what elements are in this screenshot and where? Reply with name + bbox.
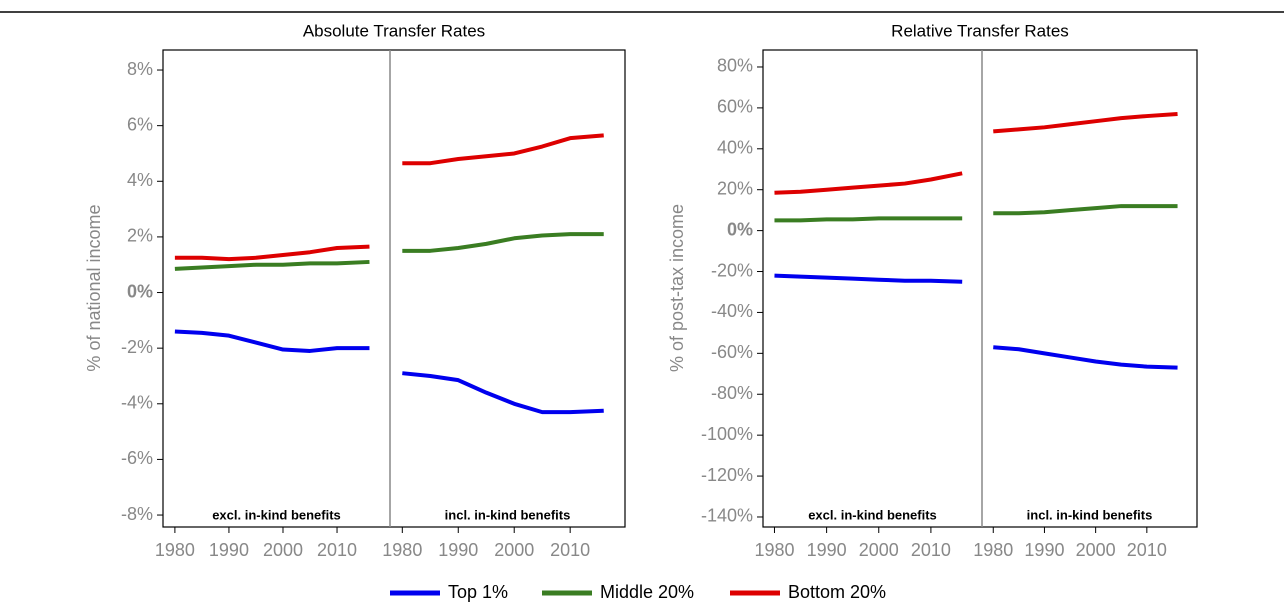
x-tick-label: 2010 — [550, 540, 590, 560]
x-tick-label: 2000 — [1076, 540, 1116, 560]
y-tick-label: 8% — [127, 59, 153, 79]
x-tick-label: 1980 — [973, 540, 1013, 560]
trend-line — [774, 273, 963, 284]
x-tick-label: 2010 — [1127, 540, 1167, 560]
trend-line — [774, 216, 963, 223]
x-tick-label: 1990 — [807, 540, 847, 560]
x-tick-label: 1990 — [1024, 540, 1064, 560]
y-tick-label: -60% — [711, 342, 753, 362]
x-tick-label: 2010 — [317, 540, 357, 560]
plot-frame — [162, 49, 626, 528]
panel-annotation: incl. in-kind benefits — [1027, 507, 1153, 522]
y-tick-label: -120% — [701, 465, 753, 485]
trend-line — [993, 345, 1178, 370]
panel-annotation: excl. in-kind benefits — [212, 507, 341, 522]
legend-label: Top 1% — [448, 582, 508, 602]
y-tick-label: -40% — [711, 301, 753, 321]
x-tick-label: 2000 — [494, 540, 534, 560]
y-tick-label: 80% — [717, 56, 753, 76]
y-tick-label: -100% — [701, 424, 753, 444]
y-tick-label: 20% — [717, 178, 753, 198]
y-axis-label: % of national income — [84, 204, 104, 371]
trend-line — [402, 371, 604, 415]
trend-line — [402, 232, 604, 253]
x-tick-label: 1980 — [382, 540, 422, 560]
x-tick-label: 1990 — [209, 540, 249, 560]
y-tick-label: 6% — [127, 114, 153, 134]
x-tick-label: 2000 — [859, 540, 899, 560]
y-tick-label: -80% — [711, 383, 753, 403]
trend-line — [174, 329, 370, 353]
x-tick-label: 1980 — [155, 540, 195, 560]
y-tick-label: -20% — [711, 260, 753, 280]
y-axis-label: % of post-tax income — [667, 204, 687, 372]
x-tick-label: 1990 — [438, 540, 478, 560]
trend-line — [402, 133, 604, 166]
y-tick-label: -8% — [121, 504, 153, 524]
x-tick-label: 1980 — [754, 540, 794, 560]
panel-annotation: incl. in-kind benefits — [445, 507, 571, 522]
y-tick-label: -2% — [121, 337, 153, 357]
y-tick-label: 60% — [717, 97, 753, 117]
trend-line — [174, 244, 370, 262]
chart-title: Absolute Transfer Rates — [303, 21, 485, 40]
legend-label: Middle 20% — [600, 582, 694, 602]
y-tick-label: 2% — [127, 226, 153, 246]
panel-annotation: excl. in-kind benefits — [808, 507, 937, 522]
x-tick-label: 2000 — [263, 540, 303, 560]
chart-title: Relative Transfer Rates — [891, 21, 1069, 40]
y-tick-label: -4% — [121, 393, 153, 413]
trend-line — [993, 112, 1178, 134]
trend-line — [774, 171, 963, 195]
y-tick-label: 0% — [727, 219, 753, 239]
y-tick-label: -6% — [121, 448, 153, 468]
y-tick-label: 40% — [717, 138, 753, 158]
trend-line — [174, 259, 370, 271]
y-tick-label: 0% — [127, 281, 153, 301]
y-tick-label: -140% — [701, 506, 753, 526]
x-tick-label: 2010 — [911, 540, 951, 560]
trend-line — [993, 204, 1178, 216]
plot-frame — [762, 49, 1198, 528]
legend-label: Bottom 20% — [788, 582, 886, 602]
y-tick-label: 4% — [127, 170, 153, 190]
